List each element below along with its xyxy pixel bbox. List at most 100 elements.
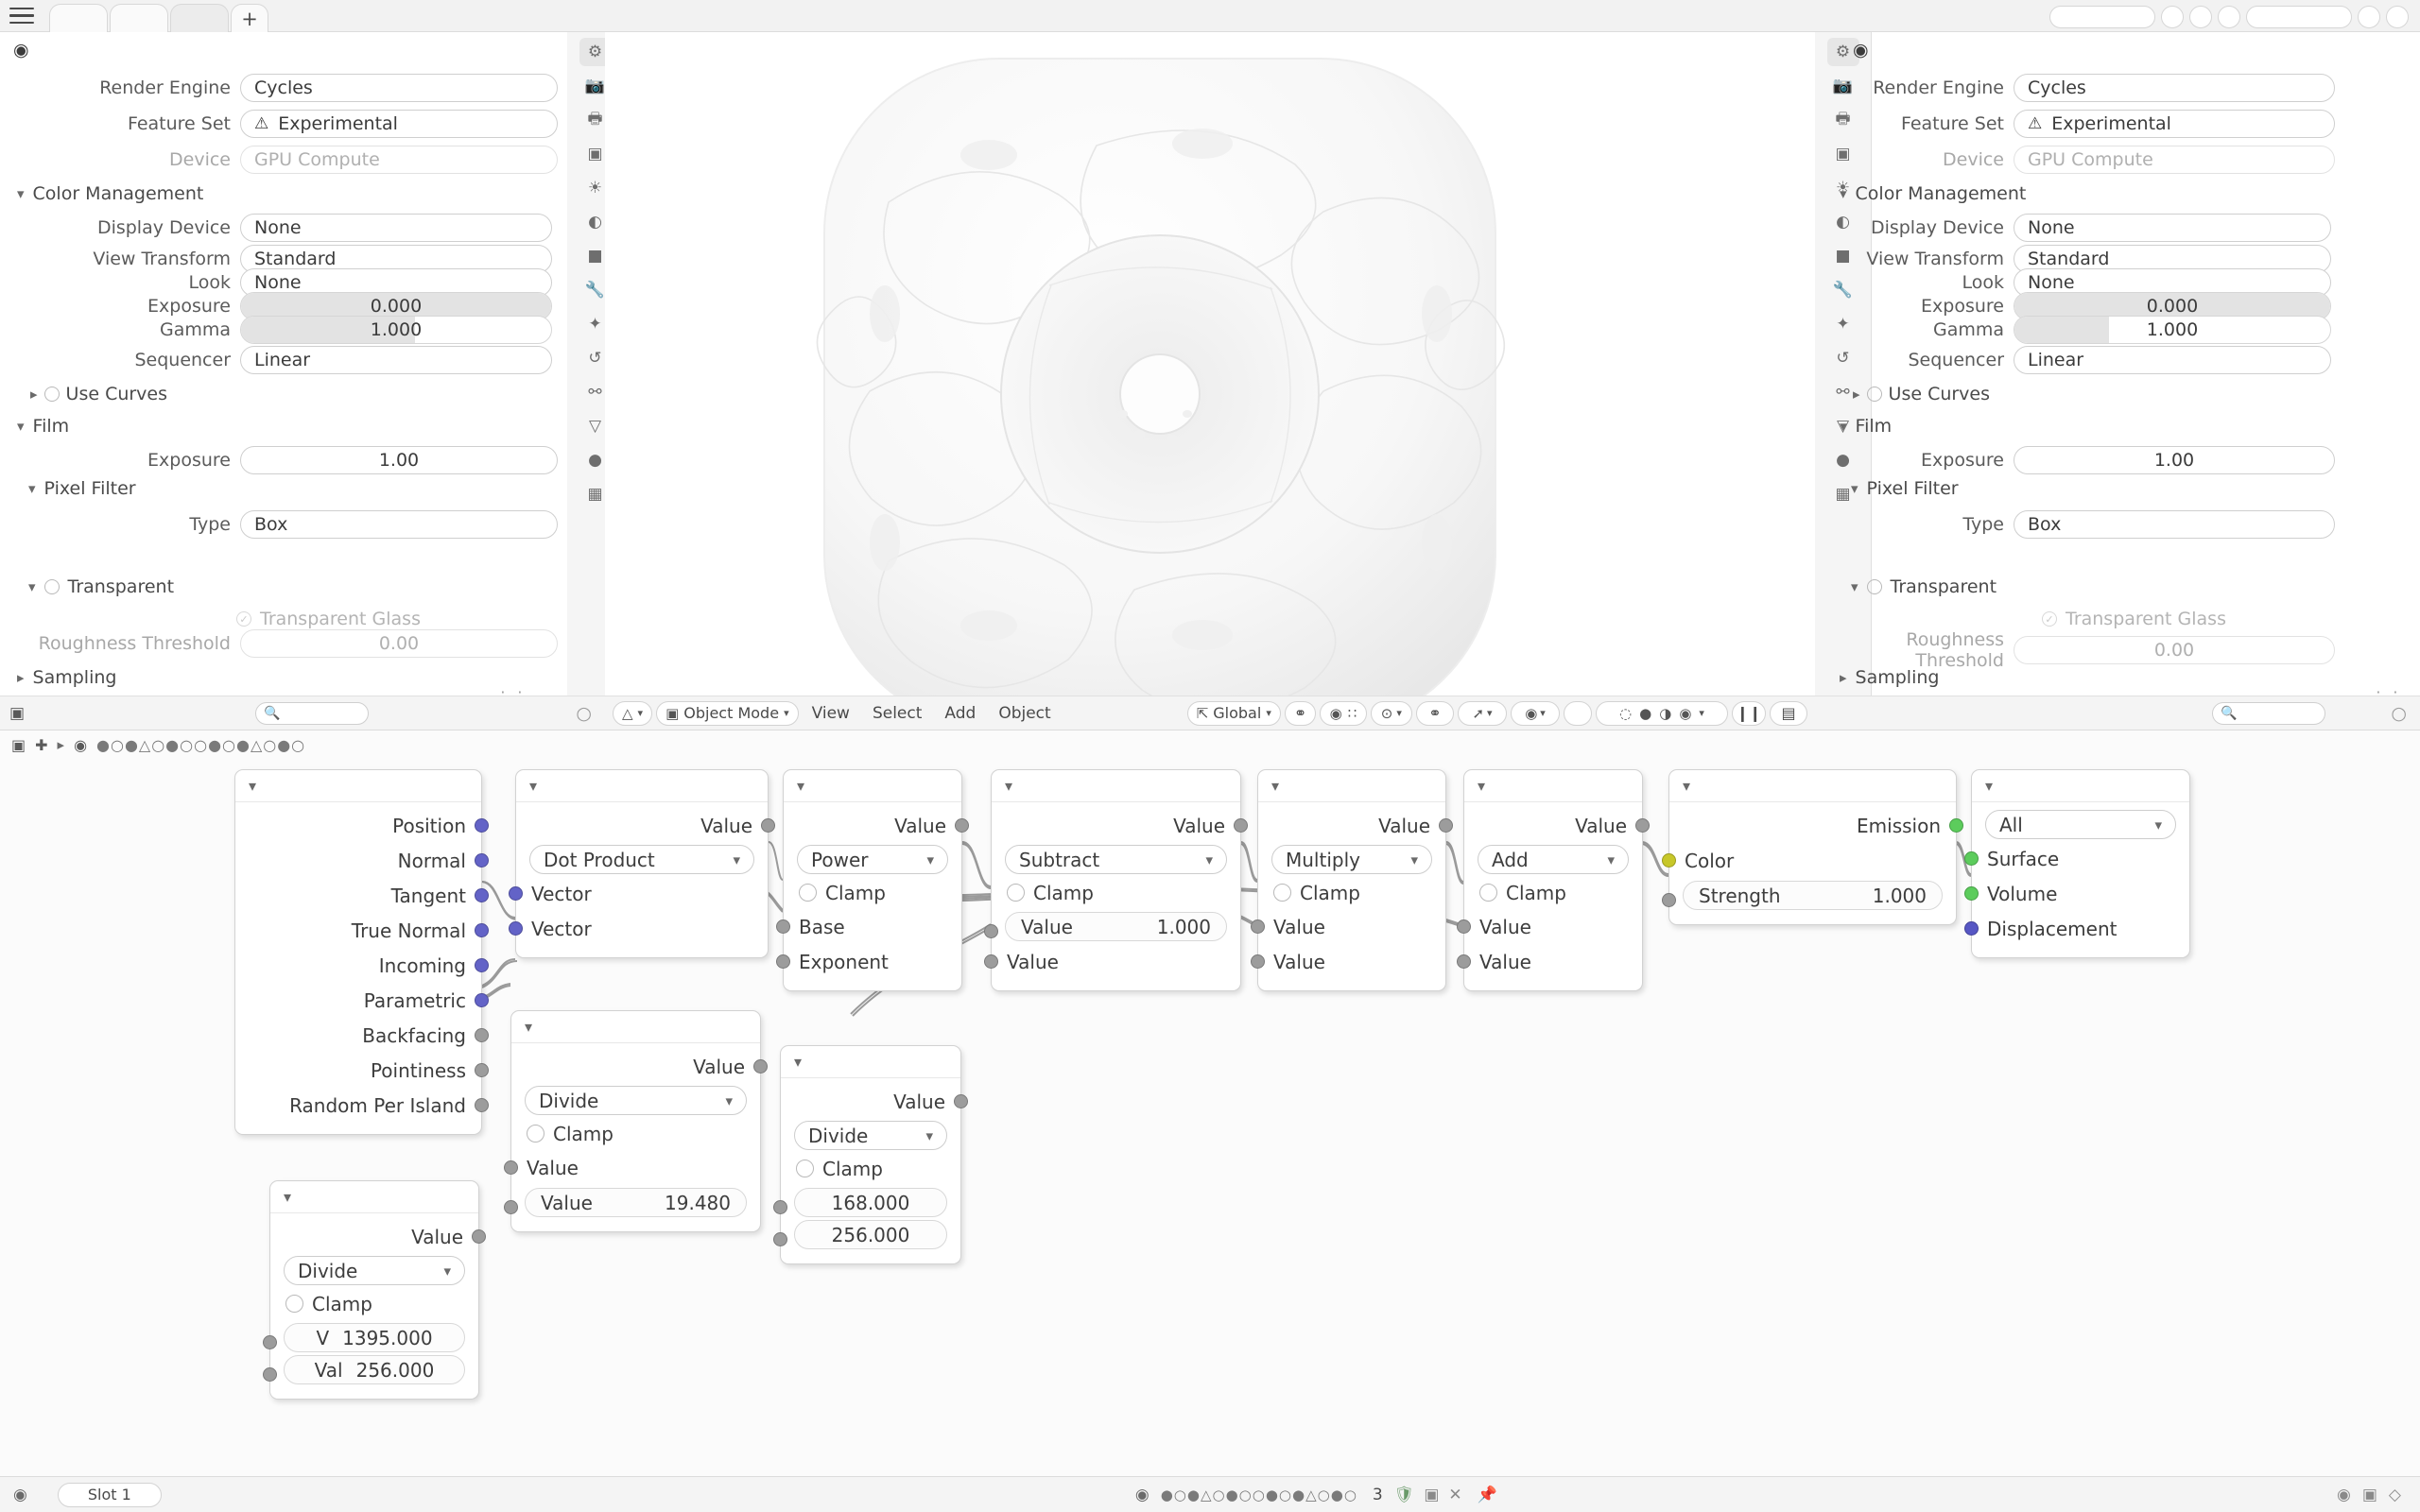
- node-output-true-normal[interactable]: True Normal: [235, 913, 489, 948]
- socket-value[interactable]: [263, 1367, 277, 1382]
- pixel-filter-section[interactable]: ▾ Pixel Filter: [1851, 478, 1959, 499]
- proportional-editing-icon[interactable]: ◉ ∷: [1320, 700, 1367, 726]
- view-layer-selector[interactable]: [2246, 6, 2352, 28]
- socket-vector[interactable]: [475, 853, 489, 868]
- render-tab-icon[interactable]: 📷: [1832, 77, 1854, 95]
- transparent-section[interactable]: ▾ Transparent: [28, 576, 174, 597]
- tool-tab-icon[interactable]: ⚙: [1826, 38, 1859, 66]
- clamp-checkbox[interactable]: [1479, 884, 1497, 902]
- operation-dropdown[interactable]: Multiply ▾: [1271, 845, 1432, 874]
- socket-shader[interactable]: [1949, 818, 1963, 833]
- socket-vector[interactable]: [509, 886, 523, 901]
- material-tab-icon[interactable]: ●: [588, 451, 602, 470]
- pixel-filter-section[interactable]: ▾ Pixel Filter: [28, 478, 136, 499]
- pause-render-icon[interactable]: ❙❙: [1732, 700, 1766, 726]
- node-output-backfacing[interactable]: Backfacing: [235, 1018, 489, 1053]
- use-curves-checkbox[interactable]: [43, 387, 60, 402]
- node-output-value[interactable]: Value: [1464, 808, 1650, 843]
- node-math-divide-168[interactable]: ▾ Value Divide ▾ Clamp 168.000 256.000: [773, 1045, 968, 1264]
- wireframe-shading-icon[interactable]: ◌: [1619, 704, 1633, 722]
- particles-tab-icon[interactable]: ✦: [588, 315, 602, 334]
- workspace-tab-2[interactable]: [110, 4, 168, 32]
- render-tab-icon[interactable]: 📷: [584, 77, 606, 95]
- node-input-value[interactable]: Value: [504, 1150, 760, 1185]
- node-math-divide-1395[interactable]: ▾ Value Divide ▾ Clamp V 1395.000 Val: [263, 1180, 486, 1400]
- shader-node-editor[interactable]: ▣ ✚ ▸ ◉ ●○●△○●○○●○●△○●○: [0, 730, 2420, 1476]
- copy-scene-icon[interactable]: [2189, 6, 2212, 28]
- socket-vector[interactable]: [475, 923, 489, 937]
- add-workspace-tab[interactable]: +: [231, 4, 268, 32]
- value-field-2[interactable]: 256.000: [794, 1220, 947, 1249]
- chevron-down-icon[interactable]: ▾: [1271, 777, 1280, 795]
- node-input-value-1[interactable]: Value: [1457, 909, 1642, 944]
- clamp-checkbox-row[interactable]: Clamp: [1464, 876, 1642, 909]
- node-header[interactable]: ▾: [516, 770, 768, 802]
- delete-scene-icon[interactable]: [2218, 6, 2240, 28]
- node-input-base[interactable]: Base: [776, 909, 961, 944]
- viewlayer-tab-icon[interactable]: ▣: [587, 145, 603, 163]
- socket-value[interactable]: [984, 924, 998, 938]
- node-input-value[interactable]: Value: [984, 944, 1240, 979]
- socket-shader[interactable]: [1964, 886, 1979, 901]
- visibility-dropdown[interactable]: ➚ ▾: [1458, 700, 1507, 726]
- node-math-power[interactable]: ▾ Value Power ▾ Clamp Base Exponent: [776, 769, 969, 991]
- node-output-pointiness[interactable]: Pointiness: [235, 1053, 489, 1088]
- viewport-menu-select[interactable]: Select: [872, 703, 923, 723]
- node-input-displacement[interactable]: Displacement: [1964, 911, 2189, 946]
- pin-icon[interactable]: 📌: [1477, 1485, 1497, 1504]
- socket-value[interactable]: [1251, 954, 1265, 969]
- clamp-checkbox[interactable]: [1273, 884, 1291, 902]
- feature-set-field[interactable]: ⚠ Experimental: [2014, 110, 2335, 138]
- clamp-checkbox[interactable]: [799, 884, 817, 902]
- socket-shader[interactable]: [1964, 851, 1979, 866]
- socket-color[interactable]: [1662, 853, 1676, 868]
- modifier-tab-icon[interactable]: 🔧: [1832, 281, 1854, 300]
- node-header[interactable]: ▾: [781, 1046, 960, 1078]
- chevron-down-icon[interactable]: ▾: [1478, 777, 1486, 795]
- node-input-vector-2[interactable]: Vector: [509, 911, 768, 946]
- socket-value[interactable]: [472, 1229, 486, 1244]
- viewport-options-icon[interactable]: ▤: [1770, 700, 1807, 726]
- texture-tab-icon[interactable]: ▦: [587, 485, 603, 504]
- sequencer-field[interactable]: Linear: [240, 346, 552, 374]
- output-tab-icon[interactable]: 🖶: [1835, 109, 1851, 129]
- editor-type-icon[interactable]: ▣: [9, 703, 26, 723]
- node-header[interactable]: ▾: [1669, 770, 1956, 802]
- node-header[interactable]: ▾: [1464, 770, 1642, 802]
- filter-icon[interactable]: ○: [2391, 702, 2407, 724]
- value-field-1[interactable]: 168.000: [794, 1188, 947, 1217]
- transparent-glass-checkbox[interactable]: ✓: [2042, 611, 2057, 627]
- node-output-incoming[interactable]: Incoming: [235, 948, 489, 983]
- node-emission[interactable]: ▾ Emission Color Strength 1.000: [1662, 769, 1963, 925]
- shading-mode-buttons[interactable]: ◌ ● ◑ ◉ ▾: [1596, 700, 1728, 726]
- socket-value[interactable]: [954, 1094, 968, 1108]
- world-tab-icon[interactable]: ◐: [1836, 213, 1850, 232]
- data-tab-icon[interactable]: ▽: [1836, 417, 1850, 436]
- value-field-1[interactable]: V 1395.000: [284, 1323, 465, 1352]
- physics-tab-icon[interactable]: ↺: [588, 349, 602, 368]
- node-output-value[interactable]: Value: [992, 808, 1248, 843]
- object-tab-icon[interactable]: ■: [1835, 247, 1851, 266]
- transparent-checkbox[interactable]: [1866, 579, 1882, 594]
- socket-value[interactable]: [955, 818, 969, 833]
- workspace-tab-1[interactable]: [49, 4, 108, 32]
- clamp-checkbox[interactable]: [527, 1125, 544, 1143]
- node-input-volume[interactable]: Volume: [1964, 876, 2189, 911]
- render-engine-field[interactable]: Cycles: [2014, 74, 2335, 102]
- node-header[interactable]: ▾: [1972, 770, 2189, 802]
- node-output-parametric[interactable]: Parametric: [235, 983, 489, 1018]
- clamp-checkbox-row[interactable]: Clamp: [511, 1117, 760, 1150]
- operation-dropdown[interactable]: Divide ▾: [525, 1086, 747, 1115]
- chevron-down-icon[interactable]: ▾: [1985, 777, 1994, 795]
- clamp-checkbox-row[interactable]: Clamp: [270, 1287, 478, 1320]
- interaction-mode-dropdown[interactable]: ▣ Object Mode ▾: [656, 700, 799, 726]
- constraint-tab-icon[interactable]: ⚯: [1836, 383, 1850, 402]
- snap-magnet-icon[interactable]: ⚭: [1284, 700, 1317, 726]
- node-header[interactable]: ▾: [784, 770, 961, 802]
- scene-tab-icon[interactable]: ☀: [1835, 179, 1851, 198]
- chevron-down-icon[interactable]: ▾: [1683, 777, 1691, 795]
- close-icon[interactable]: ✕: [1448, 1485, 1462, 1504]
- clamp-checkbox[interactable]: [796, 1160, 814, 1177]
- texture-tab-icon[interactable]: ▦: [1835, 485, 1851, 504]
- node-output-value[interactable]: Value: [511, 1049, 768, 1084]
